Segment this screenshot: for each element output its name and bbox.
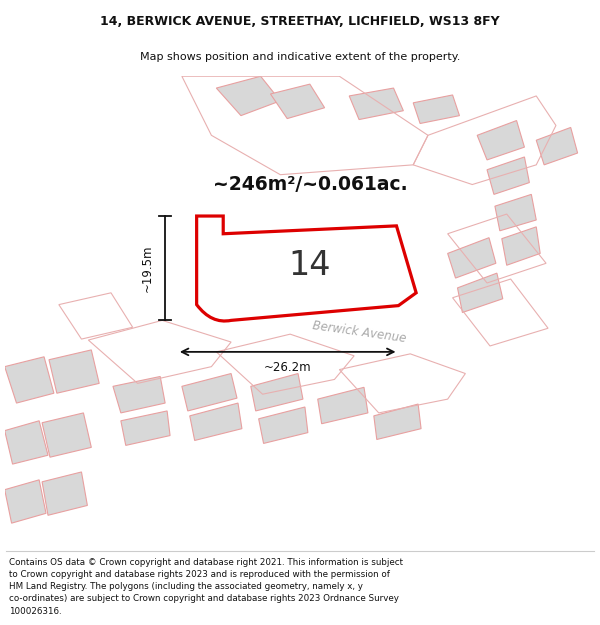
Polygon shape — [271, 84, 325, 119]
Polygon shape — [49, 350, 99, 393]
Polygon shape — [5, 421, 48, 464]
Polygon shape — [349, 88, 403, 119]
Polygon shape — [477, 121, 524, 160]
Text: ~19.5m: ~19.5m — [141, 244, 154, 292]
Text: 14, BERWICK AVENUE, STREETHAY, LICHFIELD, WS13 8FY: 14, BERWICK AVENUE, STREETHAY, LICHFIELD… — [100, 15, 500, 28]
Polygon shape — [121, 411, 170, 446]
Polygon shape — [42, 472, 88, 515]
Polygon shape — [259, 407, 308, 443]
Text: ~26.2m: ~26.2m — [264, 361, 311, 374]
Polygon shape — [42, 413, 91, 458]
Polygon shape — [374, 404, 421, 439]
Text: Berwick Avenue: Berwick Avenue — [311, 319, 407, 345]
Polygon shape — [5, 480, 46, 523]
Text: Map shows position and indicative extent of the property.: Map shows position and indicative extent… — [140, 52, 460, 62]
Polygon shape — [413, 95, 460, 124]
Polygon shape — [217, 76, 280, 116]
Polygon shape — [536, 127, 578, 165]
Polygon shape — [458, 273, 503, 312]
Polygon shape — [113, 376, 165, 413]
Polygon shape — [182, 374, 237, 411]
Polygon shape — [502, 227, 540, 265]
Text: ~246m²/~0.061ac.: ~246m²/~0.061ac. — [212, 175, 407, 194]
Polygon shape — [190, 403, 242, 441]
Polygon shape — [318, 388, 368, 424]
Polygon shape — [495, 194, 536, 231]
Polygon shape — [448, 238, 496, 278]
Polygon shape — [487, 157, 529, 194]
Polygon shape — [5, 357, 54, 403]
Text: Contains OS data © Crown copyright and database right 2021. This information is : Contains OS data © Crown copyright and d… — [9, 558, 403, 616]
Text: 14: 14 — [289, 249, 331, 282]
PathPatch shape — [197, 216, 416, 321]
Polygon shape — [251, 374, 303, 411]
